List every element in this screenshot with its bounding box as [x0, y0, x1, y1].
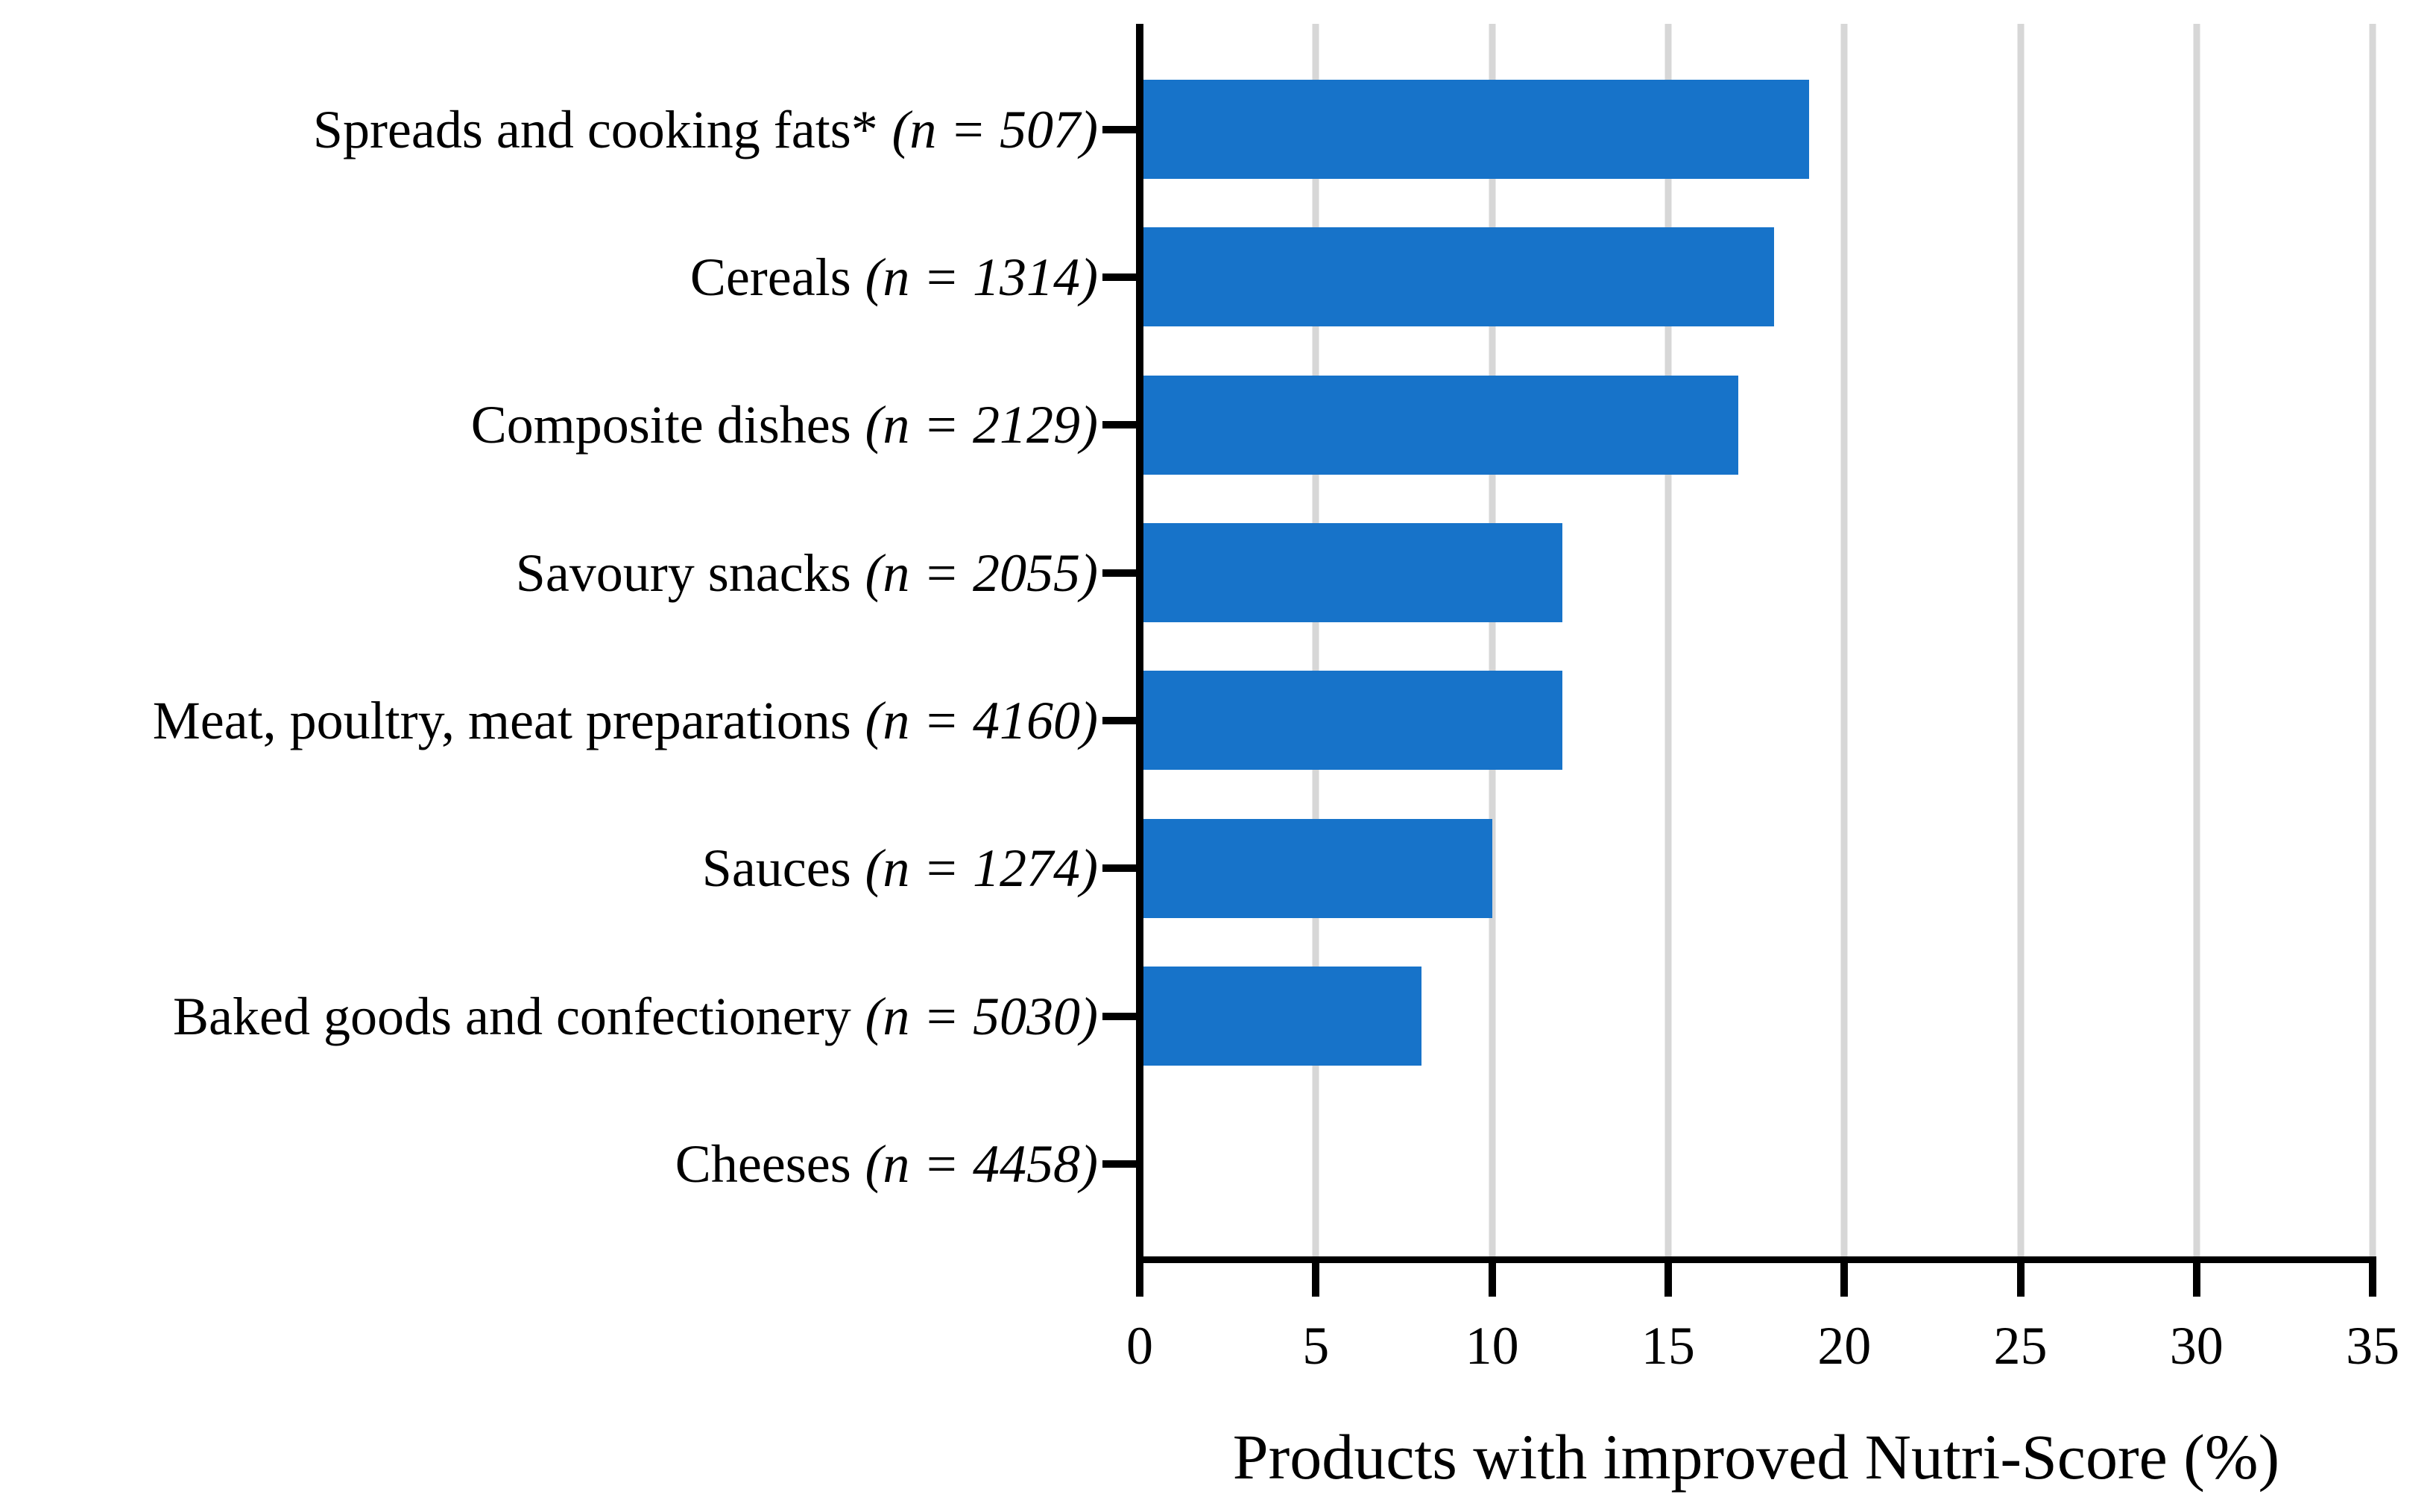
- category-name: Savoury snacks: [515, 543, 851, 603]
- x-tick-label: 5: [1302, 1316, 1330, 1376]
- bar: [1140, 80, 1809, 179]
- x-tick-label: 10: [1465, 1316, 1519, 1376]
- category-label: Sauces (n = 1274): [702, 819, 1098, 918]
- bar: [1140, 671, 1563, 771]
- category-n-count: (n = 2129): [865, 395, 1098, 455]
- gridline: [1840, 24, 1848, 1256]
- x-tick: [2016, 1263, 2025, 1297]
- category-n-count: (n = 2055): [865, 543, 1098, 603]
- category-label: Composite dishes (n = 2129): [471, 376, 1098, 475]
- y-tick: [1102, 125, 1136, 133]
- bar: [1140, 967, 1422, 1066]
- plot-area: 0 5 10 15 20 25 30 35 Products with impr…: [1102, 24, 2399, 1489]
- y-tick: [1102, 569, 1136, 577]
- y-tick: [1102, 864, 1136, 873]
- x-tick-label: 20: [1817, 1316, 1872, 1376]
- gridline: [1664, 24, 1672, 1256]
- category-name: Composite dishes: [470, 395, 851, 455]
- category-n-count: (n = 4458): [865, 1133, 1098, 1194]
- y-tick: [1102, 421, 1136, 429]
- y-tick: [1102, 1012, 1136, 1020]
- y-tick: [1102, 273, 1136, 281]
- bar: [1140, 227, 1774, 327]
- category-n-count: (n = 1274): [865, 838, 1098, 899]
- category-name: Cheeses: [675, 1133, 851, 1194]
- x-tick: [1136, 1263, 1143, 1297]
- x-tick: [2369, 1263, 2377, 1297]
- x-tick-label: 25: [1993, 1316, 2048, 1376]
- category-label: Savoury snacks (n = 2055): [516, 523, 1098, 622]
- bar: [1140, 375, 1739, 475]
- x-tick: [2192, 1263, 2200, 1297]
- gridline: [1489, 24, 1496, 1256]
- x-tick-label: 0: [1126, 1316, 1153, 1376]
- category-name: Baked goods and confectionery: [173, 986, 851, 1046]
- y-tick: [1102, 716, 1136, 724]
- category-name: Spreads and cooking fats*: [312, 99, 878, 159]
- category-label: Spreads and cooking fats* (n = 507): [313, 80, 1098, 179]
- x-tick-label: 15: [1641, 1316, 1695, 1376]
- category-label: Cheeses (n = 4458): [675, 1114, 1098, 1213]
- x-axis-title: Products with improved Nutri-Score (%): [1232, 1421, 2280, 1493]
- x-tick-label: 30: [2169, 1316, 2224, 1376]
- x-tick: [1312, 1263, 1320, 1297]
- y-axis-line: [1136, 24, 1143, 1263]
- category-n-count: (n = 4160): [865, 690, 1098, 750]
- gridline: [2193, 24, 2200, 1256]
- bar: [1140, 818, 1492, 918]
- category-n-count: (n = 1314): [865, 247, 1098, 307]
- x-axis-line: [1136, 1256, 2376, 1263]
- x-tick: [1664, 1263, 1672, 1297]
- gridline: [2017, 24, 2024, 1256]
- category-name: Cereals: [689, 247, 851, 307]
- category-n-count: (n = 507): [892, 99, 1098, 159]
- category-name: Sauces: [701, 838, 851, 899]
- x-tick: [1488, 1263, 1496, 1297]
- gridline: [2369, 24, 2376, 1256]
- category-label: Meat, poultry, meat preparations (n = 416…: [153, 671, 1098, 770]
- category-label: Baked goods and confectionery (n = 5030): [173, 967, 1098, 1066]
- category-n-count: (n = 5030): [865, 986, 1098, 1046]
- category-label: Cereals (n = 1314): [690, 227, 1098, 326]
- x-tick: [1840, 1263, 1849, 1297]
- x-tick-label: 35: [2346, 1316, 2400, 1376]
- bar: [1140, 523, 1563, 623]
- category-name: Meat, poultry, meat preparations: [152, 690, 851, 750]
- gridline: [1312, 24, 1319, 1256]
- y-tick: [1102, 1160, 1136, 1168]
